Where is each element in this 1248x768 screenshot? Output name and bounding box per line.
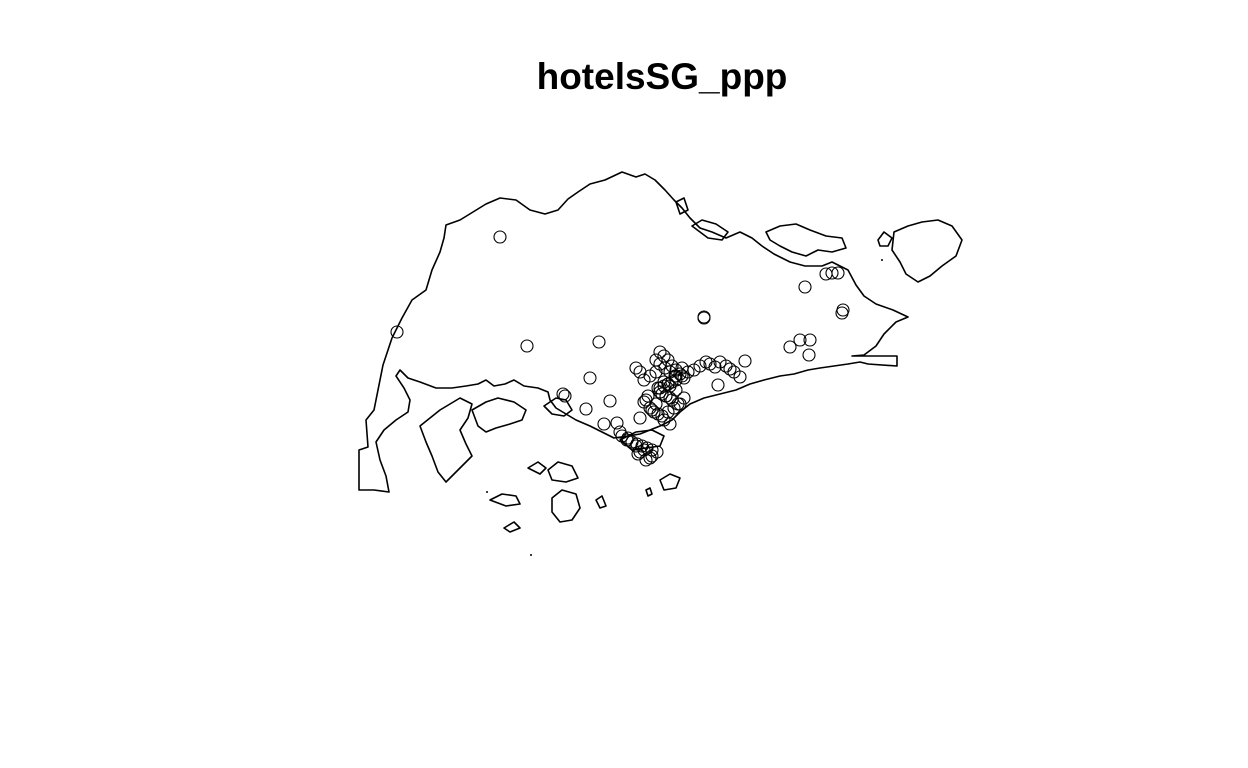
hotel-point [592,335,606,349]
hotel-point [637,395,651,409]
hotel-point [831,266,845,280]
hotel-point [621,431,635,445]
tiny-islet [530,554,532,556]
hotel-point [803,333,817,347]
southern-island-3-outline [527,461,547,475]
hotel-point [633,365,647,379]
hotel-point [825,266,839,280]
jurong-island-3-outline [543,397,573,417]
southern-island-8-outline [645,487,653,497]
hotel-point [556,387,570,401]
jurong-island-2-outline [471,397,527,433]
pulau-tekong-outline [891,219,963,283]
hotel-point [677,371,691,385]
southern-island-4-outline [489,493,521,507]
tiny-islet [486,491,488,493]
hotel-point [637,373,651,387]
hotel-point [493,230,507,244]
hotel-point [633,411,647,425]
hotel-point [673,397,687,411]
jurong-island-outline [419,397,473,483]
hotel-point [663,417,677,431]
hotel-point [653,381,667,395]
hotel-point [583,371,597,385]
hotel-point [649,353,663,367]
hotel-point [675,369,689,383]
plot-title: hotelsSG_ppp [536,56,788,97]
hotel-point [793,333,807,347]
hotel-point [390,325,404,339]
small-island-east-outline [877,231,893,247]
main-island-outline [358,171,909,493]
hotel-point [653,357,667,371]
hotel-point [713,355,727,369]
southern-island-6-outline [659,473,681,491]
hotel-point [711,378,725,392]
hotel-point [835,306,849,320]
hotel-point [738,354,752,368]
small-island-north-outline [691,219,729,241]
hotel-point [597,417,611,431]
hotel-point [603,394,617,408]
southern-island-2-outline [551,489,581,523]
hotel-point [798,280,812,294]
hotel-point [661,377,675,391]
hotel-point [658,361,672,375]
hotel-point [802,348,816,362]
hotel-point [629,361,643,375]
hotel-point [723,362,737,376]
hotel-point [579,402,593,416]
small-island-north-2-outline [675,197,689,215]
tiny-islet [881,259,883,261]
hotel-point [697,310,711,324]
hotel-point [520,339,534,353]
hotel-points [390,230,850,467]
southern-island-1-outline [547,461,579,483]
southern-island-5-outline [503,521,521,533]
hotel-point [639,453,653,467]
southern-island-7-outline [595,495,607,509]
hotel-point [558,389,572,403]
hotel-point [610,416,624,430]
pulau-ubin-outline [765,223,847,257]
hotel-point [651,407,665,421]
hotel-point [783,340,797,354]
hotel-point [675,361,689,375]
hotel-point [697,311,711,325]
